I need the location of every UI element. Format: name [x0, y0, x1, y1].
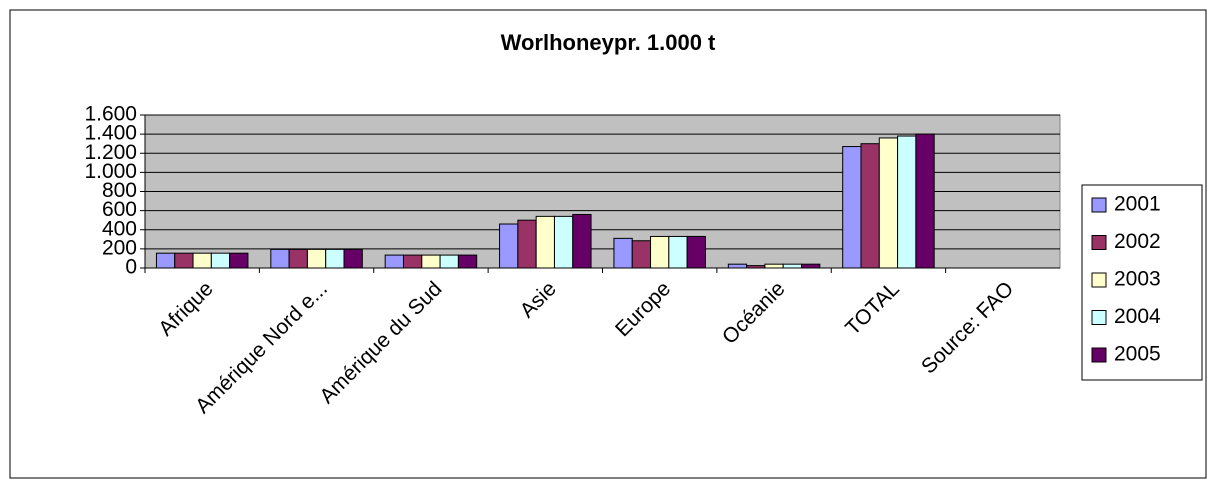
bar: [915, 133, 935, 269]
legend-swatch: [1091, 310, 1107, 325]
bar: [782, 263, 803, 269]
bar: [727, 263, 748, 269]
bar: [878, 137, 899, 269]
bar: [842, 146, 862, 269]
bar: [668, 235, 688, 269]
bar: [229, 252, 249, 269]
legend-label: 2005: [1114, 343, 1161, 366]
y-tick-label: 0: [125, 256, 137, 279]
y-tick-label: 200: [102, 236, 137, 259]
y-tick-label: 1.400: [84, 122, 137, 145]
legend-label: 2003: [1114, 268, 1161, 291]
bar: [439, 254, 459, 269]
y-tick-label: 1.000: [84, 160, 137, 183]
bar: [343, 248, 363, 269]
y-tick-label: 1.600: [84, 103, 137, 126]
bar: [325, 248, 345, 269]
bar: [572, 213, 592, 269]
bar: [517, 219, 537, 269]
y-tick-label: 1.200: [84, 141, 137, 164]
bar: [897, 135, 917, 269]
bar: [553, 215, 574, 269]
bar: [270, 248, 290, 269]
y-tick-label: 600: [102, 198, 137, 221]
bar: [801, 263, 821, 269]
bar: [686, 235, 706, 269]
chart-title: Worlhoneypr. 1.000 t: [501, 30, 716, 55]
legend-label: 2002: [1114, 230, 1161, 253]
bar: [650, 235, 670, 269]
legend-swatch: [1091, 347, 1107, 363]
bar: [457, 254, 478, 269]
y-tick-label: 800: [102, 179, 137, 202]
bar: [402, 254, 423, 269]
bar: [613, 237, 633, 269]
bar: [174, 252, 194, 269]
bar: [631, 240, 652, 269]
legend-swatch: [1091, 272, 1107, 288]
bar: [155, 252, 176, 269]
bar: [764, 263, 784, 269]
bar: [210, 252, 231, 269]
bar: [192, 252, 212, 269]
bar: [306, 248, 327, 269]
bar: [535, 215, 555, 269]
legend-swatch: [1091, 235, 1107, 250]
bar: [384, 254, 404, 269]
legend-label: 2001: [1114, 193, 1161, 216]
bar: [499, 223, 519, 269]
y-tick-label: 400: [102, 217, 137, 240]
legend-swatch: [1091, 197, 1107, 213]
legend-label: 2004: [1114, 305, 1161, 328]
bar: [421, 254, 441, 269]
bar: [288, 248, 308, 269]
bar: [860, 143, 880, 269]
